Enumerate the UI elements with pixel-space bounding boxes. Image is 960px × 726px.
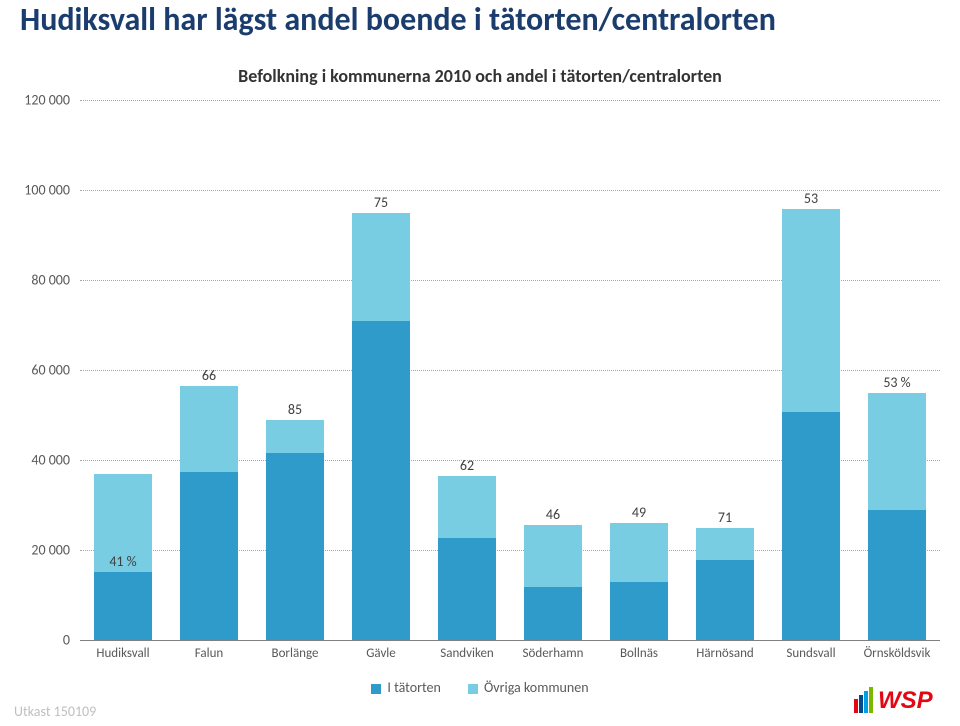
bar-value-label: 71 xyxy=(718,509,732,528)
y-tick-label: 100 000 xyxy=(10,182,70,199)
bar-segment-tatort xyxy=(696,560,754,640)
bar-segment-tatort xyxy=(180,472,238,640)
bar-segment-ovriga xyxy=(266,420,324,453)
x-tick-label: Örnsköldsvik xyxy=(864,640,931,661)
bar-value-label: 62 xyxy=(460,457,474,476)
legend-item-ovriga: Övriga kommunen xyxy=(468,679,589,696)
bar-segment-tatort xyxy=(782,412,840,640)
bar-segment-tatort xyxy=(438,538,496,640)
y-tick-label: 20 000 xyxy=(10,542,70,559)
x-tick-label: Härnösand xyxy=(696,640,754,661)
chart-title: Befolkning i kommunerna 2010 och andel i… xyxy=(0,65,960,87)
bar-segment-ovriga xyxy=(868,393,926,509)
bar-segment-ovriga xyxy=(782,209,840,412)
bar-value-label: 46 xyxy=(546,506,560,525)
bar-value-label: 53 xyxy=(804,190,818,209)
bar-value-label: 75 xyxy=(374,194,388,213)
chart-legend: I tätorten Övriga kommunen xyxy=(0,679,960,696)
y-tick-label: 40 000 xyxy=(10,452,70,469)
bar-segment-ovriga xyxy=(524,525,582,587)
y-tick-label: 80 000 xyxy=(10,272,70,289)
y-tick-label: 120 000 xyxy=(10,92,70,109)
y-tick-label: 60 000 xyxy=(10,362,70,379)
legend-label-ovriga: Övriga kommunen xyxy=(484,679,589,696)
bar-segment-tatort xyxy=(610,582,668,640)
x-tick-label: Bollnäs xyxy=(620,640,658,661)
slide-title: Hudiksvall har lägst andel boende i täto… xyxy=(20,0,776,39)
bar-segment-tatort xyxy=(868,510,926,641)
gridline xyxy=(80,100,940,101)
x-tick-label: Borlänge xyxy=(272,640,319,661)
bar-segment-ovriga xyxy=(180,386,238,472)
legend-swatch-ovriga xyxy=(468,684,478,694)
chart-plot-area: 41 %Hudiksvall66Falun85Borlänge75Gävle62… xyxy=(80,100,940,640)
footer-text: Utkast 150109 xyxy=(14,703,96,720)
bar-value-label: 53 % xyxy=(883,374,910,393)
bar-segment-tatort xyxy=(266,453,324,640)
bar-segment-ovriga xyxy=(696,528,754,560)
bar-value-label: 66 xyxy=(202,367,216,386)
x-tick-label: Sundsvall xyxy=(786,640,835,661)
y-tick-label: 0 xyxy=(10,632,70,649)
bar-segment-ovriga xyxy=(438,476,496,538)
slide: Hudiksvall har lägst andel boende i täto… xyxy=(0,0,960,726)
bar-segment-ovriga xyxy=(352,213,410,321)
bar-segment-tatort xyxy=(94,572,152,640)
bar-segment-tatort xyxy=(524,587,582,640)
bar-value-label: 85 xyxy=(288,401,302,420)
bar-value-label: 41 % xyxy=(109,553,136,572)
bar-value-label: 49 xyxy=(632,504,646,523)
svg-text:WSP: WSP xyxy=(878,687,934,714)
x-tick-label: Falun xyxy=(195,640,224,661)
x-tick-label: Sandviken xyxy=(440,640,494,661)
legend-swatch-tatort xyxy=(371,684,381,694)
bar-segment-tatort xyxy=(352,321,410,641)
bar-segment-ovriga xyxy=(610,523,668,582)
x-tick-label: Gävle xyxy=(366,640,396,661)
wsp-logo: WSP xyxy=(854,681,944,720)
x-tick-label: Hudiksvall xyxy=(96,640,149,661)
legend-label-tatort: I tätorten xyxy=(387,679,440,696)
legend-item-tatort: I tätorten xyxy=(371,679,440,696)
x-tick-label: Söderhamn xyxy=(523,640,584,661)
